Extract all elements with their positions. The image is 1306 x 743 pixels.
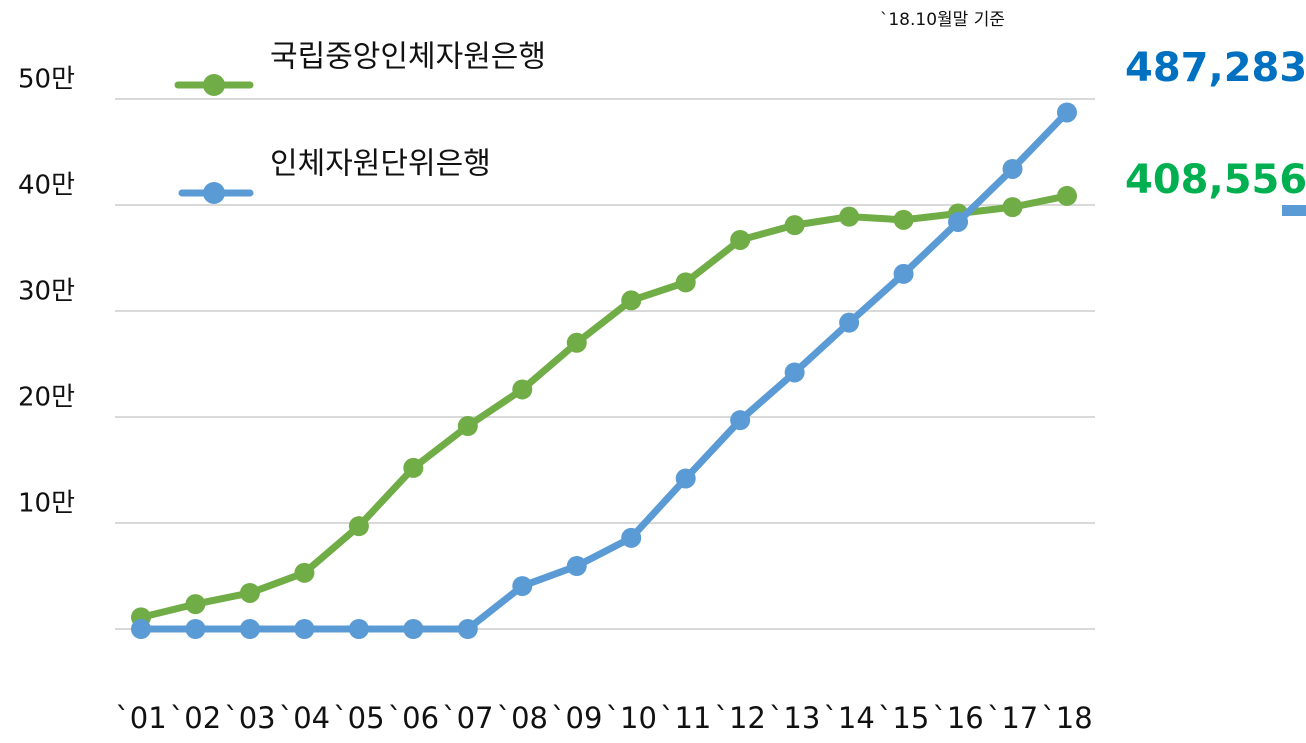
x-tick-label: `12 <box>714 701 765 735</box>
data-point <box>730 410 751 431</box>
data-point <box>893 263 914 284</box>
data-point <box>675 272 696 293</box>
data-point <box>621 527 642 548</box>
y-tick-label: 50만 <box>18 65 75 95</box>
legend-label: 국립중앙인체자원은행 <box>270 40 546 75</box>
y-tick-label: 10만 <box>18 489 75 519</box>
data-point <box>784 215 805 236</box>
data-point <box>784 362 805 383</box>
y-tick-label: 30만 <box>18 277 75 307</box>
data-point <box>239 619 260 639</box>
x-tick-label: `17 <box>987 701 1038 735</box>
x-tick-label: `09 <box>551 701 602 735</box>
data-point <box>348 516 369 537</box>
x-tick-label: `07 <box>442 701 493 735</box>
x-tick-label: `11 <box>660 701 711 735</box>
value-label: 408,556 <box>1125 157 1306 203</box>
y-tick-label: 20만 <box>18 383 75 413</box>
data-point <box>512 576 533 597</box>
data-point <box>675 468 696 489</box>
x-tick-label: `06 <box>388 701 439 735</box>
data-point <box>294 619 315 639</box>
data-point <box>730 229 751 250</box>
data-point <box>457 619 478 639</box>
x-tick-label: `02 <box>170 701 221 735</box>
data-point <box>512 379 533 400</box>
x-tick-label: `05 <box>333 701 384 735</box>
x-tick-label: `03 <box>224 701 275 735</box>
x-tick-label: `04 <box>279 701 330 735</box>
x-tick-label: `10 <box>606 701 657 735</box>
decoration <box>1282 205 1306 216</box>
x-tick-label: `13 <box>769 701 820 735</box>
data-point <box>621 290 642 311</box>
data-point <box>403 619 424 639</box>
x-tick-label: `15 <box>878 701 929 735</box>
x-tick-label: `01 <box>115 701 166 735</box>
data-point <box>1056 102 1077 123</box>
data-point <box>1002 197 1023 218</box>
legend-label: 인체자원단위은행 <box>270 147 491 182</box>
series-line <box>141 110 1070 633</box>
data-point <box>839 312 860 333</box>
x-tick-label: `14 <box>823 701 874 735</box>
data-point <box>131 619 151 639</box>
data-point <box>566 556 587 577</box>
x-tick-label: `16 <box>932 701 983 735</box>
data-point <box>185 619 206 639</box>
data-point <box>239 582 260 603</box>
x-tick-label: `08 <box>497 701 548 735</box>
data-point <box>566 332 587 353</box>
data-point <box>348 619 369 639</box>
y-tick-label: 40만 <box>18 171 75 201</box>
data-point <box>294 562 315 583</box>
data-point <box>1056 185 1077 206</box>
legend-swatch <box>203 182 225 204</box>
value-label: 487,283 <box>1125 45 1306 91</box>
data-point <box>1002 158 1023 179</box>
data-point <box>893 209 914 230</box>
data-point <box>948 211 969 232</box>
data-point <box>457 416 478 437</box>
data-point <box>185 594 206 615</box>
data-point <box>839 206 860 227</box>
legend-swatch <box>203 74 225 96</box>
x-tick-label: `18 <box>1041 701 1092 735</box>
data-point <box>403 457 424 478</box>
annotation: `18.10월말 기준 <box>880 10 1005 30</box>
